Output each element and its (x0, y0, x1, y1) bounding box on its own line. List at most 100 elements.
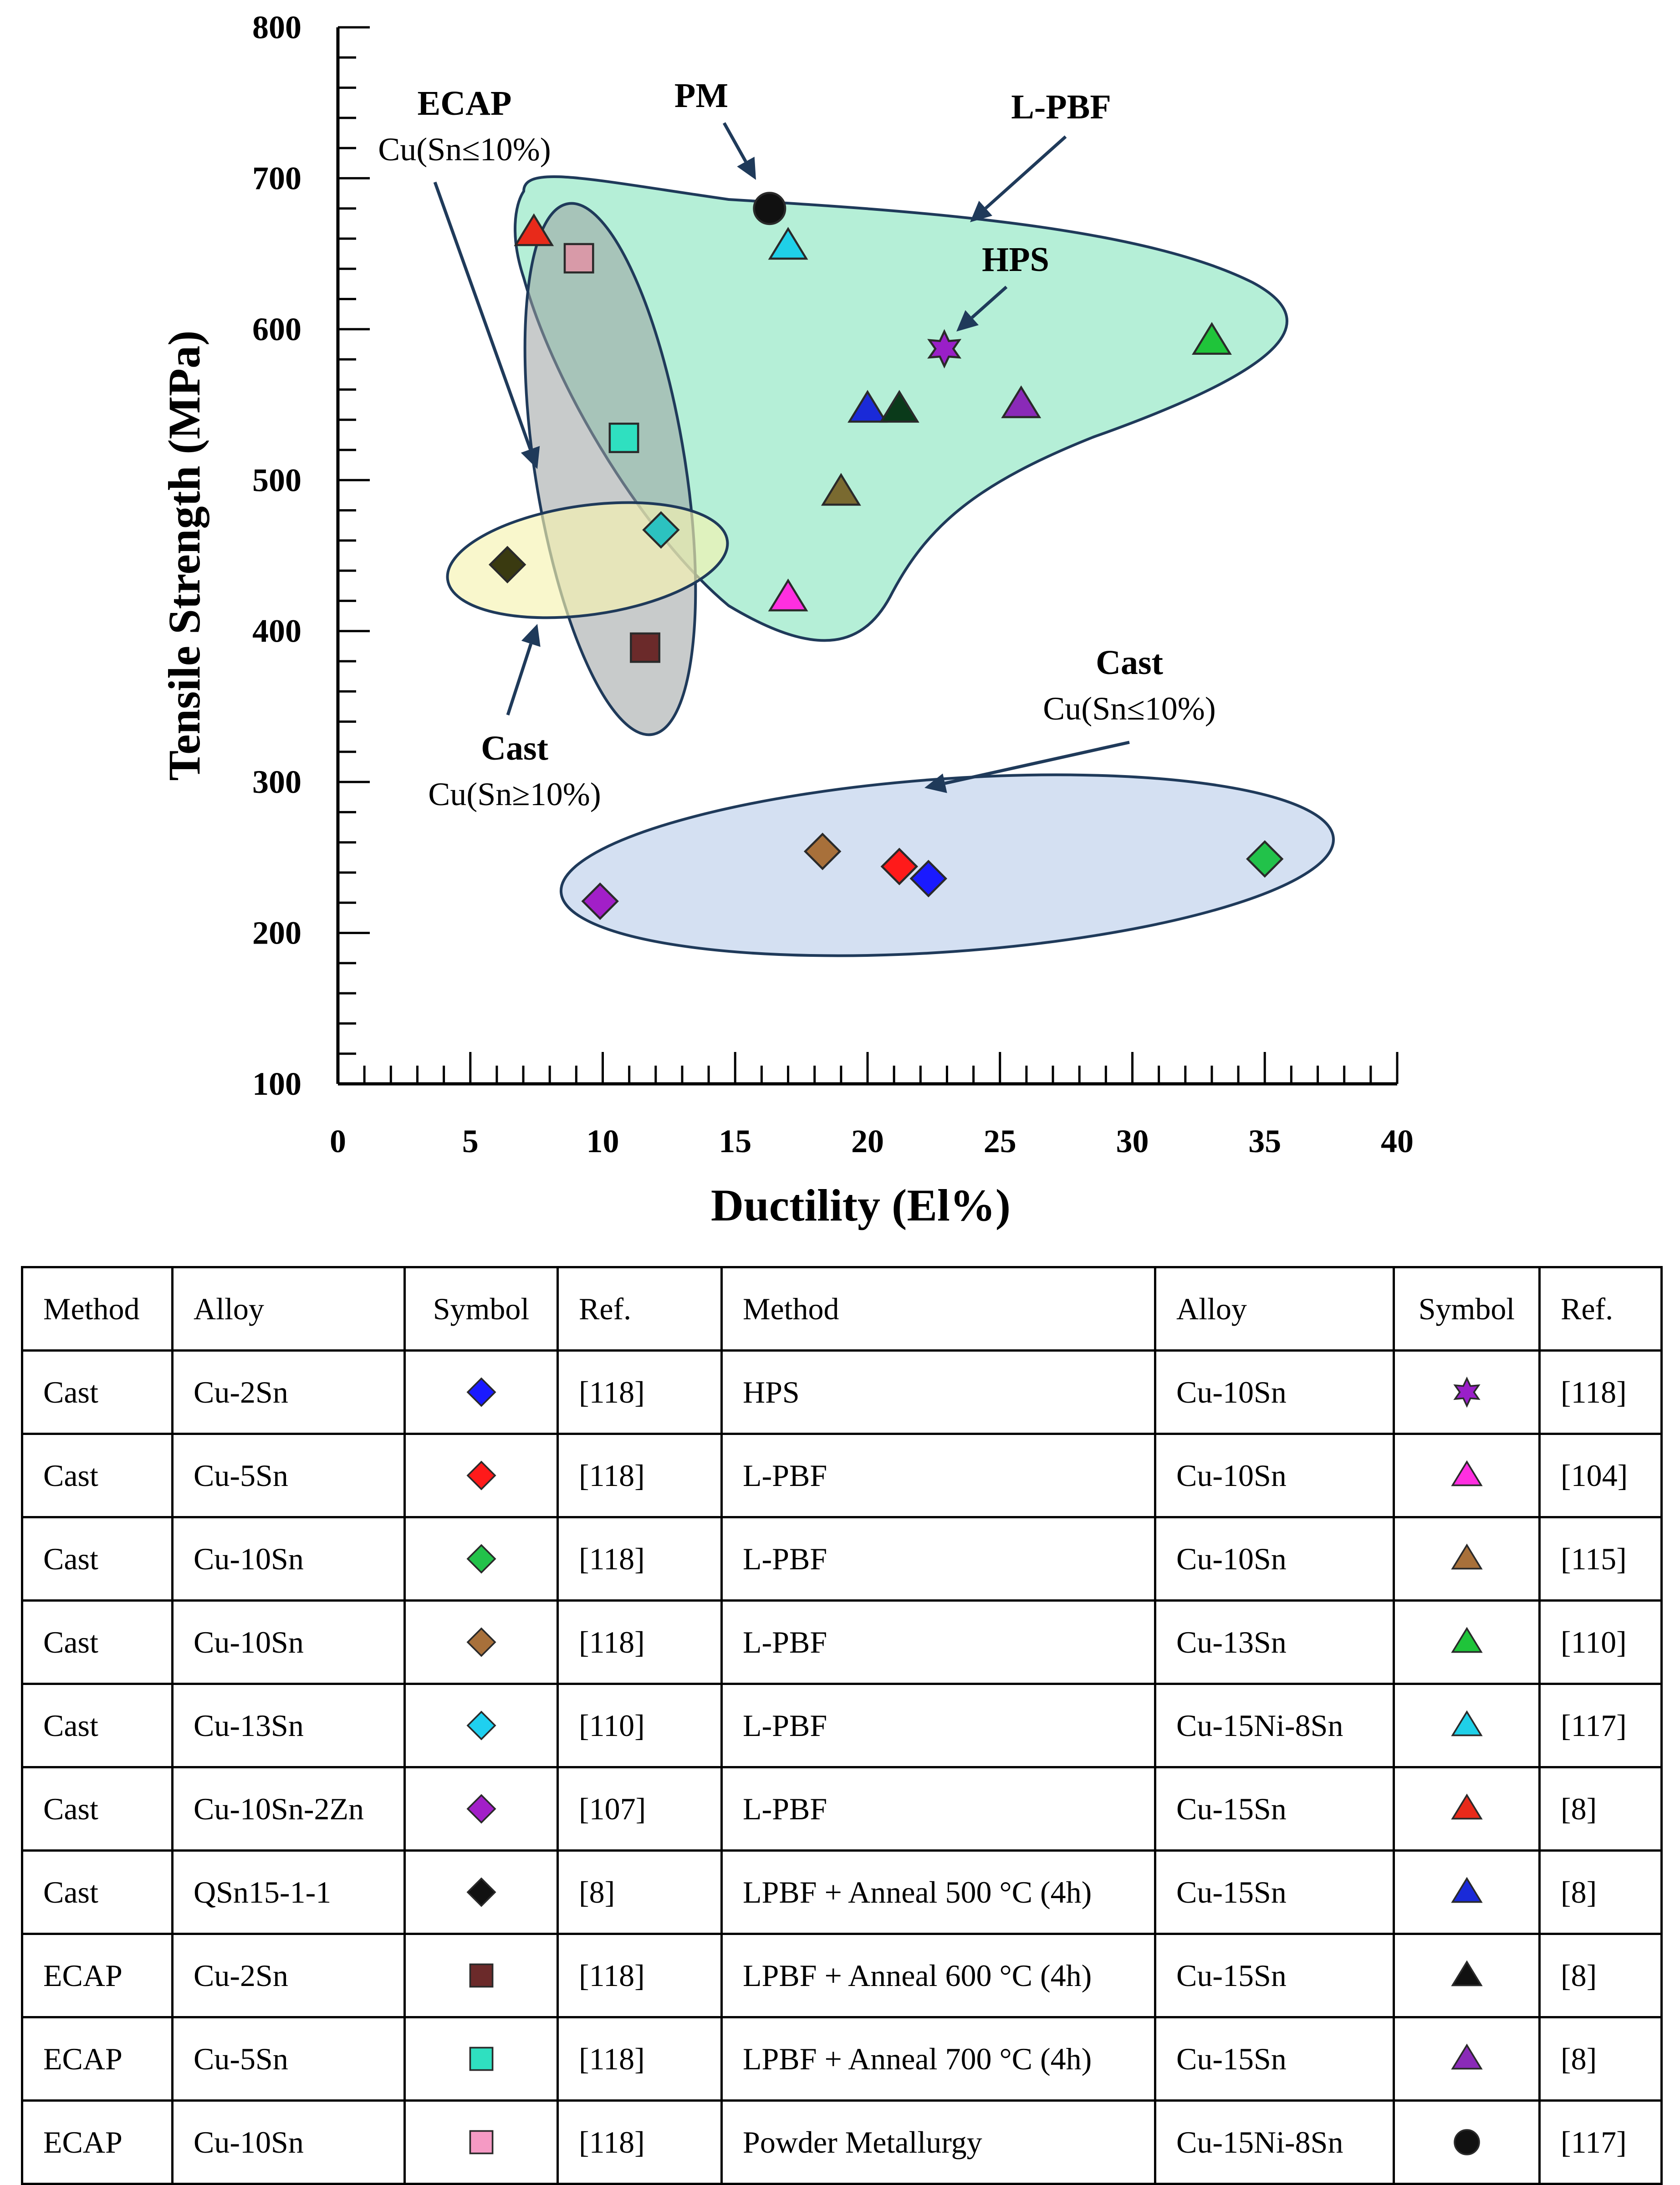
legend-symbol (403, 1683, 559, 1768)
y-tick-label: 400 (252, 613, 301, 649)
legend-row: ECAP Cu-2Sn [118] LPBF + Anneal 600 °C (4h)… (21, 1933, 1663, 2018)
x-tick-label: 40 (1381, 1123, 1414, 1159)
legend-alloy: Cu-15Ni-8Sn (1154, 2099, 1395, 2185)
legend-marker-circle (1453, 2129, 1480, 2155)
legend-ref: [8] (1538, 1849, 1663, 1935)
legend-alloy: Cu-2Sn (171, 1349, 406, 1435)
legend-symbol-circle-icon (1453, 2129, 1480, 2155)
data-point-diamond (488, 546, 526, 584)
legend-symbol-diamond-icon (466, 1377, 496, 1407)
legend-symbol (403, 1433, 559, 1518)
legend-row: Cast Cu-10Sn [118] L-PBF Cu-13Sn [110] (21, 1599, 1663, 1685)
legend-alloy: Cu-13Sn (1154, 1599, 1395, 1685)
x-tick-label: 10 (587, 1123, 619, 1159)
legend-header-row: Method Alloy Symbol Ref. Method Alloy Sy… (21, 1266, 1663, 1352)
annotation-layer: PM L-PBF HPS ECAP Cu(Sn≤10%) Cast Cu(Sn≥10%) Ca… (378, 77, 1216, 812)
y-tick-label: 100 (252, 1066, 301, 1102)
legend-method: L-PBF (720, 1766, 1156, 1852)
legend-alloy: Cu-15Ni-8Sn (1154, 1683, 1395, 1768)
annotation-cast-high-line-0: Cast (481, 729, 548, 767)
data-point-circle (753, 192, 786, 225)
data-point-diamond (909, 860, 947, 898)
legend-method: ECAP (21, 1933, 174, 2018)
data-point-diamond (880, 847, 919, 885)
annotation-hps-line-0: HPS (982, 240, 1049, 279)
legend-alloy: Cu-10Sn (1154, 1349, 1395, 1435)
legend-method: L-PBF (720, 1433, 1156, 1518)
data-point-diamond (581, 882, 619, 920)
data-point-triangle (768, 227, 808, 260)
data-point-square (630, 632, 660, 663)
x-tick-label: 20 (851, 1123, 884, 1159)
legend-ref: [118] (1538, 1349, 1663, 1435)
legend-ref: [118] (557, 1516, 723, 1602)
x-axis-title: Ductility (El%) (711, 1180, 1011, 1230)
x-tick-label: 35 (1248, 1123, 1281, 1159)
arrow-hps (956, 286, 1008, 332)
legend-symbol (403, 1933, 559, 2018)
arrow-ecap (433, 181, 540, 469)
legend-marker-triangle (1450, 1877, 1483, 1903)
legend-marker-diamond (466, 1544, 496, 1574)
legend-method: LPBF + Anneal 600 °C (4h) (720, 1933, 1156, 2018)
legend-symbol-triangle-icon (1450, 2043, 1483, 2070)
legend-marker-triangle (1450, 2043, 1483, 2070)
data-point-star (927, 329, 962, 369)
data-point-square (608, 423, 639, 453)
legend-row: Cast Cu-5Sn [118] L-PBF Cu-10Sn [104] (21, 1433, 1663, 1518)
legend-symbol (403, 2016, 559, 2102)
data-point-square (563, 243, 594, 274)
legend-method: Cast (21, 1599, 174, 1685)
y-tick-label: 700 (252, 160, 301, 196)
legend-symbol-diamond-icon (466, 1627, 496, 1657)
data-point-triangle (1001, 385, 1042, 419)
legend-marker-diamond (466, 1627, 496, 1657)
legend-symbol-square-icon (469, 2047, 493, 2071)
legend-marker-triangle (1450, 1543, 1483, 1570)
header-ref: Ref. (557, 1266, 723, 1352)
legend-symbol-star-icon (1453, 1376, 1481, 1408)
legend-ref: [8] (1538, 2016, 1663, 2102)
legend-ref: [8] (557, 1849, 723, 1935)
legend-symbol (403, 1766, 559, 1852)
legend-row: ECAP Cu-5Sn [118] LPBF + Anneal 700 °C (4h)… (21, 2016, 1663, 2102)
legend-symbol (1393, 2016, 1541, 2102)
x-tick-label: 15 (719, 1123, 751, 1159)
legend-alloy: Cu-15Sn (1154, 1933, 1395, 2018)
legend-method: L-PBF (720, 1516, 1156, 1602)
legend-symbol-diamond-icon (466, 1710, 496, 1741)
legend-method: Cast (21, 1683, 174, 1768)
legend-row: Cast QSn15-1-1 [8] LPBF + Anneal 500 °C (4h… (21, 1849, 1663, 1935)
legend-row: ECAP Cu-10Sn [118] Powder Metallurgy Cu-15Ni… (21, 2099, 1663, 2185)
legend-symbol (1393, 1933, 1541, 2018)
legend-alloy: Cu-15Sn (1154, 2016, 1395, 2102)
header-symbol: Symbol (403, 1266, 559, 1352)
header-symbol-2: Symbol (1393, 1266, 1541, 1352)
legend-marker-star (1453, 1376, 1481, 1408)
point-layer (488, 192, 1284, 920)
legend-ref: [115] (1538, 1516, 1663, 1602)
arrow-cast-low-sn (924, 740, 1130, 793)
data-point-triangle (821, 473, 861, 506)
legend-ref: [8] (1538, 1766, 1663, 1852)
legend-marker-triangle (1450, 1960, 1483, 1986)
legend-alloy: Cu-5Sn (171, 1433, 406, 1518)
legend-symbol (1393, 1849, 1541, 1935)
header-alloy-2: Alloy (1154, 1266, 1395, 1352)
data-point-triangle (879, 390, 919, 423)
legend-ref: [8] (1538, 1933, 1663, 2018)
legend-alloy: Cu-15Sn (1154, 1766, 1395, 1852)
legend-ref: [117] (1538, 1683, 1663, 1768)
legend-marker-diamond (466, 1877, 496, 1907)
legend-marker-diamond (466, 1460, 496, 1491)
annotation-ecap-line-1: Cu(Sn≤10%) (378, 131, 551, 168)
y-axis-title: Tensile Strength (MPa) (159, 331, 209, 781)
legend-marker-diamond (466, 1794, 496, 1824)
data-point-triangle (848, 390, 888, 423)
legend-alloy: QSn15-1-1 (171, 1849, 406, 1935)
scatter-chart: 100 200 300 400 500 600 700 800 0 5 10 15 20 25 30 35 40… (159, 9, 1414, 1230)
annotation-lpbf-line-0: L-PBF (1011, 88, 1111, 126)
legend-alloy: Cu-10Sn (1154, 1516, 1395, 1602)
legend-method: Cast (21, 1766, 174, 1852)
legend-body: Cast Cu-2Sn [118] HPS Cu-10Sn [118] Cast Cu-5Sn… (21, 1349, 1663, 2185)
